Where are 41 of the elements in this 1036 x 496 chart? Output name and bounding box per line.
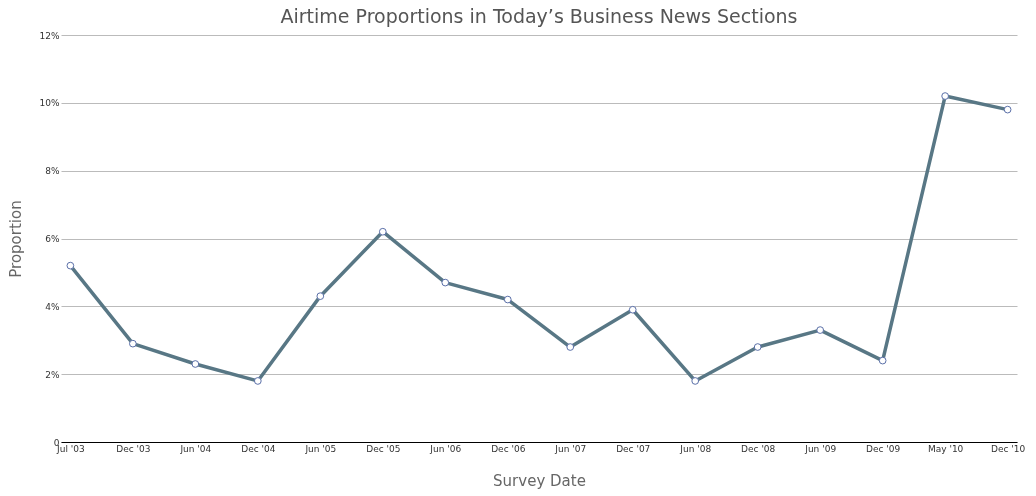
point (628, 305, 637, 314)
point (691, 377, 700, 385)
point (566, 343, 575, 351)
point (253, 377, 262, 385)
x-tick-label: Dec '06 (491, 443, 526, 454)
point (129, 339, 137, 348)
x-tick-label: Jun '06 (429, 443, 462, 454)
y-tick-label: 0 (53, 437, 60, 448)
x-tick-label: Dec '08 (741, 443, 776, 454)
y-axis-title: Proportion (7, 200, 26, 278)
point (316, 292, 325, 301)
point (941, 92, 949, 100)
y-tick-label: 10% (39, 98, 60, 109)
chart-title: Airtime Proportions in Today’s Business News Sections (280, 5, 798, 27)
x-tick-label: Dec '03 (116, 443, 151, 454)
point (66, 261, 75, 270)
y-tick-label: 8% (45, 166, 60, 177)
x-axis-title: Survey Date (493, 471, 586, 490)
point (816, 326, 825, 334)
x-tick-label: Jun '05 (304, 443, 337, 454)
y-tick-label: 2% (45, 369, 60, 380)
x-tick-label: Dec '10 (991, 443, 1026, 454)
point (441, 278, 450, 287)
point (503, 295, 512, 304)
point (378, 227, 387, 236)
x-tick-label: Jun '08 (679, 443, 712, 454)
y-tick-label: 4% (45, 301, 60, 312)
point (753, 343, 762, 351)
x-tick-label: May '10 (927, 443, 964, 454)
y-tick-label: 12% (39, 30, 60, 41)
point (1003, 105, 1012, 114)
point (878, 356, 887, 365)
x-tick-label: Dec '04 (241, 443, 276, 454)
x-tick-label: Jun '04 (179, 443, 212, 454)
x-tick-label: Dec '09 (866, 443, 901, 454)
x-tick-label: Jun '09 (804, 443, 837, 454)
point (191, 360, 200, 368)
x-tick-label: Dec '07 (616, 443, 651, 454)
x-tick-label: Dec '05 (366, 443, 401, 454)
x-tick-label: Jun '07 (554, 443, 587, 454)
y-tick-label: 6% (45, 234, 60, 244)
